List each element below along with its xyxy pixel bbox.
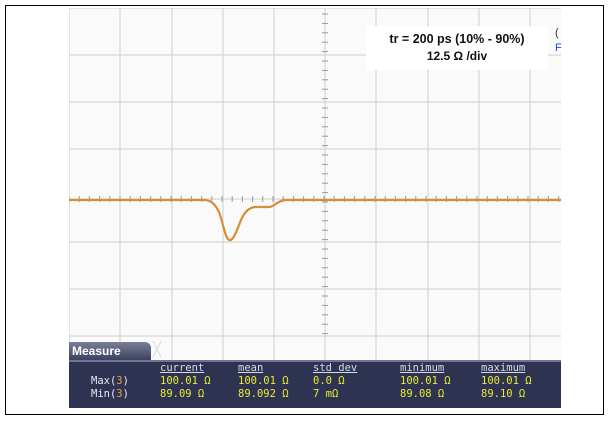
- rise-time-annotation: tr = 200 ps (10% - 90%) 12.5 Ω /div: [366, 26, 548, 70]
- measure-panel: Measure ╳ current mean std dev minimum m…: [69, 340, 561, 408]
- impedance-trace: [69, 198, 561, 242]
- channel-tag: 3: [116, 388, 123, 400]
- max-current-value: 100.01 Ω: [160, 375, 211, 387]
- row-label-min: Min(3): [91, 388, 129, 400]
- rise-time-text: tr = 200 ps (10% - 90%): [389, 32, 525, 46]
- row-label-max: Max(3): [91, 375, 129, 387]
- min-maximum-value: 89.10 Ω: [481, 388, 526, 400]
- min-mean-value: 89.092 Ω: [238, 388, 289, 400]
- measure-table: current mean std dev minimum maximum Max…: [69, 360, 561, 408]
- column-header-maximum: maximum: [481, 362, 526, 374]
- min-minimum-value: 89.08 Ω: [400, 388, 445, 400]
- clipped-char-2: F: [555, 42, 562, 54]
- vertical-scale-text: 12.5 Ω /div: [426, 49, 488, 63]
- waveform-graticule: [69, 8, 561, 408]
- close-icon[interactable]: ╳: [152, 342, 162, 358]
- waveform-display: [69, 8, 561, 408]
- clipped-char-1: (: [555, 27, 559, 39]
- min-std-dev-value: 7 mΩ: [313, 388, 339, 400]
- column-header-minimum: minimum: [400, 362, 445, 374]
- channel-tag: 3: [116, 375, 123, 387]
- min-current-value: 89.09 Ω: [160, 388, 205, 400]
- column-header-mean: mean: [238, 362, 264, 374]
- max-mean-value: 100.01 Ω: [238, 375, 289, 387]
- max-maximum-value: 100.01 Ω: [481, 375, 532, 387]
- column-header-current: current: [160, 362, 205, 374]
- max-std-dev-value: 0.0 Ω: [313, 375, 345, 387]
- clipped-edge-text: ( F: [555, 26, 562, 56]
- measure-tab[interactable]: Measure: [69, 342, 151, 360]
- max-minimum-value: 100.01 Ω: [400, 375, 451, 387]
- measure-tab-label: Measure: [72, 344, 121, 358]
- column-header-std-dev: std dev: [313, 362, 358, 374]
